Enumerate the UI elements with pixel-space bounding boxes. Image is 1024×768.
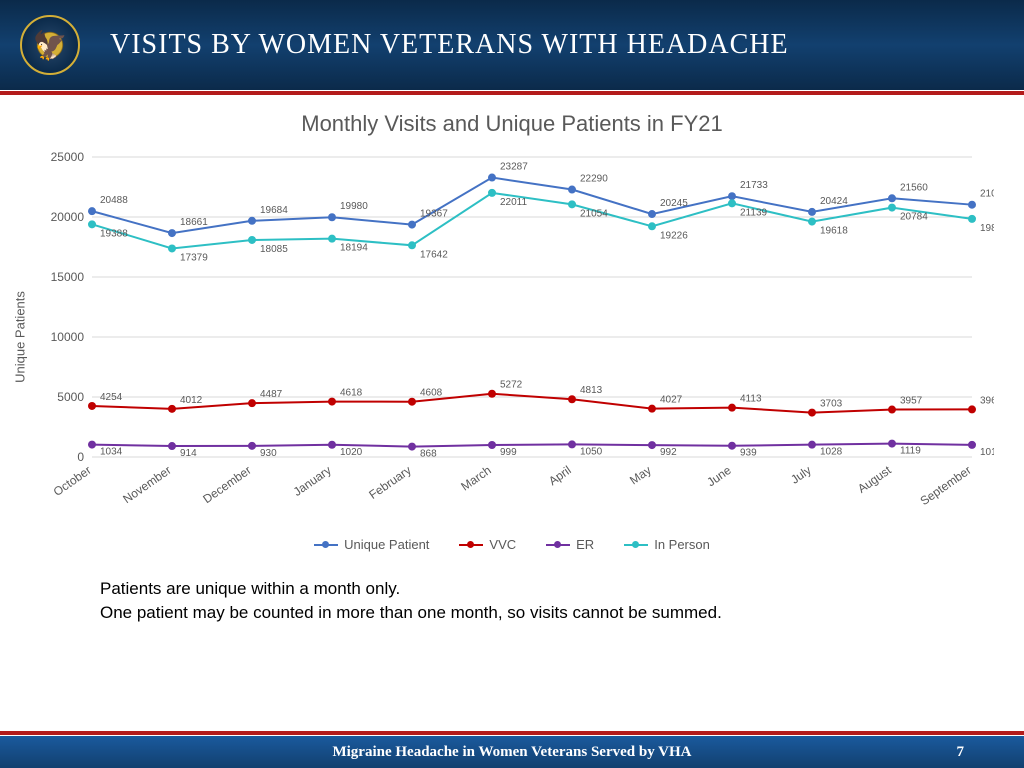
- svg-text:21139: 21139: [740, 207, 768, 218]
- svg-text:17642: 17642: [420, 249, 448, 260]
- svg-text:19980: 19980: [340, 201, 368, 212]
- svg-text:18085: 18085: [260, 244, 288, 255]
- legend-swatch-icon: [546, 544, 570, 546]
- svg-text:5272: 5272: [500, 380, 523, 391]
- legend-label: In Person: [654, 537, 710, 552]
- svg-text:18194: 18194: [340, 243, 368, 254]
- svg-text:21026: 21026: [980, 189, 994, 200]
- svg-text:4487: 4487: [260, 389, 283, 400]
- legend-label: ER: [576, 537, 594, 552]
- svg-text:1034: 1034: [100, 447, 123, 458]
- chart-container: Monthly Visits and Unique Patients in FY…: [0, 96, 1024, 552]
- svg-text:3703: 3703: [820, 399, 843, 410]
- svg-text:19845: 19845: [980, 223, 994, 234]
- svg-text:19684: 19684: [260, 205, 288, 216]
- svg-text:939: 939: [740, 448, 757, 459]
- svg-text:January: January: [291, 463, 334, 499]
- svg-text:4618: 4618: [340, 388, 363, 399]
- svg-text:21054: 21054: [580, 208, 608, 219]
- legend-label: VVC: [489, 537, 516, 552]
- svg-text:1020: 1020: [340, 447, 363, 458]
- y-axis-label: Unique Patients: [13, 291, 28, 383]
- svg-text:18661: 18661: [180, 217, 208, 228]
- svg-text:1010: 1010: [980, 447, 994, 458]
- note-line: One patient may be counted in more than …: [100, 601, 924, 625]
- svg-text:19226: 19226: [660, 230, 688, 241]
- page-number: 7: [957, 744, 965, 761]
- svg-text:4608: 4608: [420, 388, 443, 399]
- svg-text:November: November: [120, 463, 173, 506]
- svg-text:4027: 4027: [660, 395, 683, 406]
- svg-text:April: April: [546, 463, 574, 488]
- svg-text:March: March: [458, 463, 493, 494]
- chart-notes: Patients are unique within a month only.…: [0, 552, 1024, 625]
- footer-text: Migraine Headache in Women Veterans Serv…: [332, 744, 691, 761]
- svg-text:25000: 25000: [51, 150, 85, 164]
- legend-swatch-icon: [459, 544, 483, 546]
- svg-text:19618: 19618: [820, 226, 848, 237]
- line-chart: 0 5000 10000 15000 20000 25000 October November…: [30, 147, 994, 527]
- svg-text:December: December: [200, 463, 253, 506]
- svg-text:3967: 3967: [980, 395, 994, 406]
- chart-legend: Unique Patient VVC ER In Person: [30, 537, 994, 552]
- va-seal-icon: 🦅: [20, 15, 80, 75]
- svg-text:930: 930: [260, 448, 277, 459]
- note-line: Patients are unique within a month only.: [100, 577, 924, 601]
- svg-text:20000: 20000: [51, 210, 85, 224]
- slide-header: 🦅 VISITS BY WOMEN VETERANS WITH HEADACHE: [0, 0, 1024, 90]
- svg-text:999: 999: [500, 447, 517, 458]
- svg-text:17379: 17379: [180, 252, 208, 263]
- svg-text:June: June: [704, 463, 734, 490]
- svg-text:21733: 21733: [740, 180, 768, 191]
- svg-text:15000: 15000: [51, 270, 85, 284]
- legend-item: VVC: [459, 537, 516, 552]
- svg-text:992: 992: [660, 447, 677, 458]
- svg-text:October: October: [51, 463, 94, 499]
- svg-text:868: 868: [420, 449, 437, 460]
- slide-footer: Migraine Headache in Women Veterans Serv…: [0, 730, 1024, 768]
- svg-text:4254: 4254: [100, 392, 123, 403]
- svg-text:August: August: [855, 463, 894, 496]
- svg-text:22290: 22290: [580, 174, 608, 185]
- svg-text:1028: 1028: [820, 447, 843, 458]
- legend-label: Unique Patient: [344, 537, 429, 552]
- chart-title: Monthly Visits and Unique Patients in FY…: [30, 111, 994, 137]
- svg-text:23287: 23287: [500, 162, 528, 173]
- legend-item: ER: [546, 537, 594, 552]
- svg-text:4813: 4813: [580, 385, 603, 396]
- svg-text:10000: 10000: [51, 330, 85, 344]
- svg-text:20424: 20424: [820, 196, 848, 207]
- svg-text:February: February: [366, 463, 413, 502]
- svg-text:5000: 5000: [57, 390, 84, 404]
- slide-title: VISITS BY WOMEN VETERANS WITH HEADACHE: [110, 29, 789, 61]
- svg-text:0: 0: [77, 450, 84, 464]
- svg-text:3957: 3957: [900, 396, 923, 407]
- svg-text:20245: 20245: [660, 198, 688, 209]
- svg-text:914: 914: [180, 448, 197, 459]
- svg-text:4113: 4113: [740, 394, 762, 405]
- svg-text:May: May: [627, 463, 654, 487]
- legend-swatch-icon: [314, 544, 338, 546]
- legend-item: In Person: [624, 537, 710, 552]
- legend-item: Unique Patient: [314, 537, 429, 552]
- svg-text:September: September: [918, 463, 974, 508]
- svg-text:19367: 19367: [420, 209, 448, 220]
- svg-text:22011: 22011: [500, 197, 528, 208]
- svg-text:July: July: [788, 463, 814, 487]
- svg-text:21560: 21560: [900, 182, 928, 193]
- svg-text:20784: 20784: [900, 212, 928, 223]
- svg-text:20488: 20488: [100, 195, 128, 206]
- svg-text:1050: 1050: [580, 446, 603, 457]
- svg-text:4012: 4012: [180, 395, 203, 406]
- svg-text:1119: 1119: [900, 446, 921, 457]
- legend-swatch-icon: [624, 544, 648, 546]
- svg-text:19388: 19388: [100, 228, 128, 239]
